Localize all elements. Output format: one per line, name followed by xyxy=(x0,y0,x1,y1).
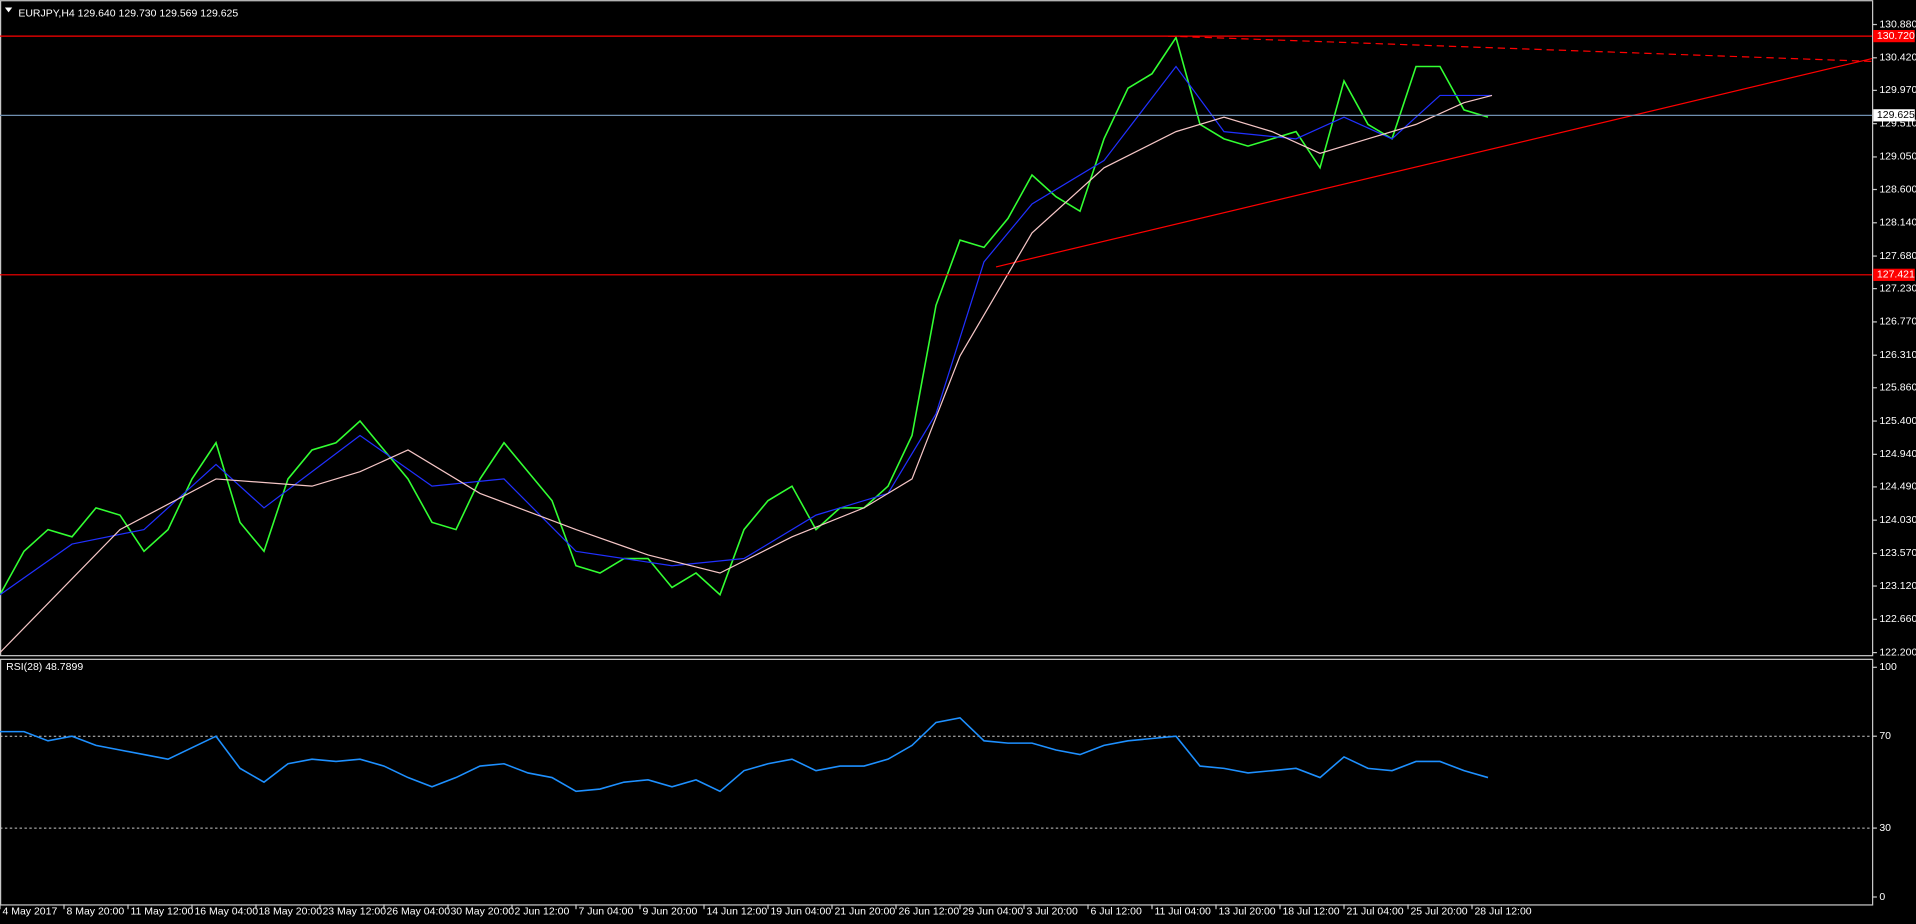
rsi-pane-frame xyxy=(0,658,1874,906)
level-label: 130.720 xyxy=(1877,30,1915,42)
x-tick-label: 2 Jun 12:00 xyxy=(514,905,569,917)
y-tick-label: 124.030 xyxy=(1879,514,1916,526)
series-line xyxy=(0,65,1493,596)
x-tick-label: 18 May 20:00 xyxy=(258,905,322,917)
y-tick-label: 125.400 xyxy=(1879,415,1916,427)
x-tick-label: 28 Jul 12:00 xyxy=(1474,905,1531,917)
x-tick-label: 26 May 04:00 xyxy=(386,905,450,917)
y-tick-label: 128.140 xyxy=(1879,217,1916,229)
level-label: 127.421 xyxy=(1877,269,1915,281)
y-tick-label: 128.600 xyxy=(1879,183,1916,195)
y-tick-label: 129.050 xyxy=(1879,151,1916,163)
y-tick-label: 126.310 xyxy=(1879,349,1916,361)
x-tick-label: 18 Jul 12:00 xyxy=(1282,905,1339,917)
menu-arrow[interactable] xyxy=(4,7,13,13)
trend-line xyxy=(1167,35,1873,63)
y-tick-label: 124.940 xyxy=(1879,448,1916,460)
x-tick-label: 11 Jul 04:00 xyxy=(1154,905,1211,917)
y-tick-label: 122.200 xyxy=(1879,646,1916,658)
y-tick-label: 70 xyxy=(1879,730,1891,742)
x-tick-label: 19 Jun 04:00 xyxy=(770,905,831,917)
x-tick-label: 3 Jul 20:00 xyxy=(1026,905,1078,917)
trend-line xyxy=(995,57,1873,268)
x-tick-label: 9 Jun 20:00 xyxy=(642,905,697,917)
main-pane-frame xyxy=(0,0,1874,657)
y-tick-label: 100 xyxy=(1879,661,1897,673)
y-tick-label: 127.680 xyxy=(1879,250,1916,262)
y-tick-label: 0 xyxy=(1879,891,1885,903)
y-tick-label: 124.490 xyxy=(1879,481,1916,493)
y-tick-label: 123.120 xyxy=(1879,580,1916,592)
level-label-bg xyxy=(1873,268,1915,281)
x-tick-label: 4 May 2017 xyxy=(2,905,57,917)
x-tick-label: 8 May 20:00 xyxy=(66,905,124,917)
series-line xyxy=(0,94,1493,654)
y-tick-label: 129.510 xyxy=(1879,117,1916,129)
level-label-bg xyxy=(1873,29,1915,43)
y-tick-label: 130.880 xyxy=(1879,18,1916,30)
y-tick-label: 122.660 xyxy=(1879,613,1916,625)
level-label: 129.625 xyxy=(1877,109,1915,121)
x-tick-label: 7 Jun 04:00 xyxy=(578,905,633,917)
x-tick-label: 30 May 20:00 xyxy=(450,905,514,917)
x-tick-label: 11 May 12:00 xyxy=(130,905,193,917)
y-tick-label: 127.230 xyxy=(1879,282,1916,294)
x-tick-label: 25 Jul 20:00 xyxy=(1410,905,1467,917)
x-tick-label: 26 Jun 12:00 xyxy=(898,905,959,917)
level-label-bg xyxy=(1873,109,1915,122)
y-tick-label: 129.970 xyxy=(1879,84,1916,96)
x-tick-label: 16 May 04:00 xyxy=(194,905,258,917)
y-tick-label: 126.770 xyxy=(1879,316,1916,328)
x-tick-label: 13 Jul 20:00 xyxy=(1218,905,1275,917)
pane-title: RSI(28) 48.7899 xyxy=(6,661,83,673)
x-tick-label: 21 Jul 04:00 xyxy=(1346,905,1403,917)
y-tick-label: 130.420 xyxy=(1879,52,1916,64)
y-tick-label: 125.860 xyxy=(1879,382,1916,394)
y-tick-label: 30 xyxy=(1879,822,1891,834)
x-tick-label: 21 Jun 20:00 xyxy=(834,905,895,917)
y-tick-label: 123.570 xyxy=(1879,547,1916,559)
x-tick-label: 6 Jul 12:00 xyxy=(1090,905,1142,917)
series-line xyxy=(0,35,1489,597)
x-tick-label: 14 Jun 12:00 xyxy=(706,905,767,917)
series-line xyxy=(0,716,1489,793)
x-tick-label: 23 May 12:00 xyxy=(322,905,386,917)
x-tick-label: 29 Jun 04:00 xyxy=(962,905,1023,917)
pane-title: EURJPY,H4 129.640 129.730 129.569 129.62… xyxy=(18,7,238,19)
